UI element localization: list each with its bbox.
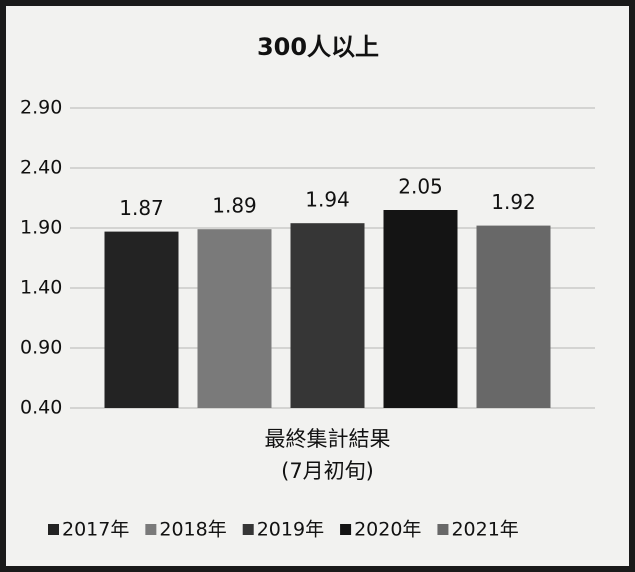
bar [197, 229, 272, 408]
legend-label: 2020年 [354, 519, 421, 541]
chart-title: 300人以上 [257, 33, 379, 61]
y-tick-label: 0.90 [20, 337, 62, 359]
legend-swatch [242, 524, 254, 535]
y-tick-label: 2.90 [20, 97, 62, 119]
data-label: 1.87 [119, 196, 164, 220]
x-tick-label: (7月初旬) [281, 459, 374, 483]
legend-label: 2021年 [451, 519, 518, 541]
legend-label: 2019年 [257, 519, 324, 541]
bar [104, 231, 179, 408]
legend-swatch [145, 524, 157, 535]
data-label: 1.89 [212, 194, 257, 218]
y-tick-label: 2.40 [20, 157, 62, 179]
y-tick-label: 0.40 [20, 397, 62, 419]
data-label: 1.94 [305, 188, 350, 212]
legend-swatch [340, 524, 352, 535]
legend-swatch [48, 524, 59, 535]
legend-label: 2018年 [159, 519, 226, 541]
legend-swatch [437, 524, 449, 535]
y-tick-label: 1.40 [20, 277, 62, 299]
legend-label: 2017年 [62, 519, 129, 541]
data-label: 2.05 [398, 175, 443, 199]
bar [476, 225, 551, 408]
bar [383, 210, 458, 408]
y-tick-label: 1.90 [20, 217, 62, 239]
data-label: 1.92 [491, 190, 536, 214]
x-tick-label: 最終集計結果 [265, 427, 391, 451]
bar [290, 223, 365, 408]
